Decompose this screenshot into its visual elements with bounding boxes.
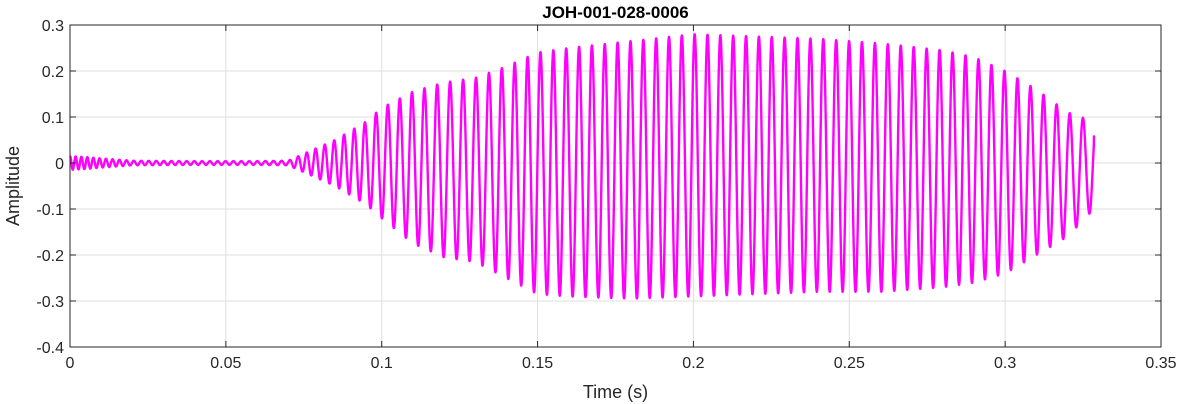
y-tick-label: 0.1 (42, 110, 64, 127)
y-tick-label: 0 (55, 156, 64, 173)
series-line (68, 33, 1096, 300)
y-tick-label: 0.3 (42, 18, 64, 35)
x-axis-title: Time (s) (583, 382, 648, 402)
y-tick-label: -0.4 (36, 340, 64, 357)
x-tick-label: 0.3 (994, 355, 1016, 372)
x-tick-label: 0.35 (1145, 355, 1176, 372)
x-tick-label: 0.1 (371, 355, 393, 372)
x-tick-label: 0 (66, 355, 75, 372)
x-tick-label: 0.15 (522, 355, 553, 372)
x-tick-label: 0.25 (834, 355, 865, 372)
chart-title: JOH-001-028-0006 (542, 3, 688, 22)
y-tick-label: -0.3 (36, 294, 64, 311)
axes-box (69, 24, 1162, 348)
y-axis-title: Amplitude (3, 146, 23, 226)
y-tick-label: -0.1 (36, 202, 64, 219)
y-tick-label: -0.2 (36, 248, 64, 265)
y-tick-label: 0.2 (42, 64, 64, 81)
axis-ticks: 0 0.05 0.1 0.15 0.2 0.25 0.3 0.35 -0.4 -0.3 -0.2 -0… (36, 18, 1176, 372)
x-tick-label: 0.05 (210, 355, 241, 372)
x-tick-label: 0.2 (682, 355, 704, 372)
plot-area (68, 33, 1096, 300)
